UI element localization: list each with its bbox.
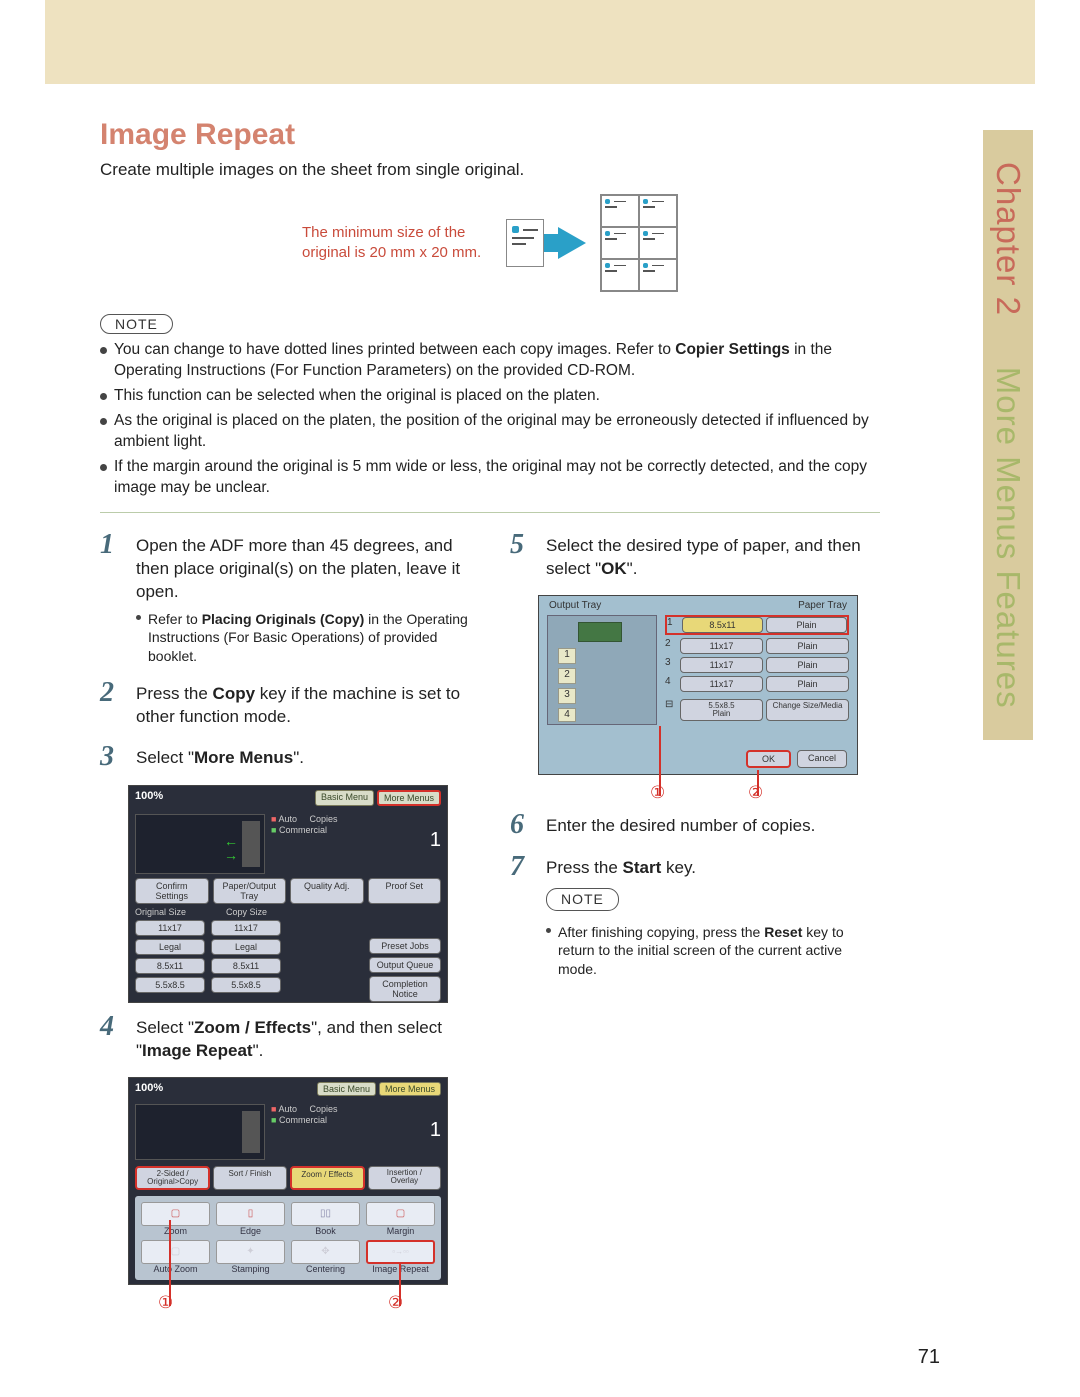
- repeated-grid-icon: [600, 194, 678, 292]
- repeat-diagram: The minimum size of the original is 20 m…: [100, 194, 880, 292]
- screenshot-step5: Output TrayPaper Tray 1 2 3 4 1 8.5x11: [538, 595, 858, 775]
- image-repeat-btn[interactable]: ▫→▫▫: [366, 1240, 435, 1264]
- note-badge-2: NOTE: [546, 888, 619, 911]
- step-4: 4 Select "Zoom / Effects", and then sele…: [100, 1013, 470, 1063]
- separator: [100, 512, 880, 513]
- arrow-icon: [558, 227, 586, 259]
- step-7: 7 Press the Start key. NOTE After finish…: [510, 853, 880, 977]
- screenshot-step3: 100% Basic Menu More Menus ← → ■ Auto Co…: [128, 785, 448, 1003]
- left-column: 1 Open the ADF more than 45 degrees, and…: [100, 531, 470, 1316]
- chapter-side-tab: Chapter 2 More Menus Features: [983, 130, 1033, 740]
- intro-text: Create multiple images on the sheet from…: [100, 160, 880, 180]
- tab-zoom-effects[interactable]: Zoom / Effects: [290, 1166, 365, 1190]
- tab-2sided[interactable]: 2-Sided / Original>Copy: [135, 1166, 210, 1190]
- single-original-icon: [506, 219, 544, 267]
- step-1: 1 Open the ADF more than 45 degrees, and…: [100, 531, 470, 664]
- more-menus-btn[interactable]: More Menus: [377, 790, 441, 806]
- cancel-button[interactable]: Cancel: [797, 750, 847, 768]
- callout-1b: ①: [650, 783, 665, 803]
- step-5: 5 Select the desired type of paper, and …: [510, 531, 880, 581]
- top-banner: [45, 0, 1035, 84]
- step-2: 2 Press the Copy key if the machine is s…: [100, 679, 470, 729]
- notes-list: You can change to have dotted lines prin…: [100, 340, 880, 498]
- section-label: More Menus Features: [990, 366, 1027, 708]
- note-badge: NOTE: [100, 314, 173, 334]
- tray-1-row[interactable]: 1 8.5x11 Plain: [665, 615, 849, 635]
- callout-2: ②: [388, 1293, 403, 1313]
- page-number: 71: [918, 1346, 940, 1369]
- right-column: 5 Select the desired type of paper, and …: [510, 531, 880, 1316]
- page-title: Image Repeat: [100, 118, 880, 152]
- screenshot-step4: 100% Basic Menu More Menus ■ Auto Copies…: [128, 1077, 448, 1285]
- step-6: 6 Enter the desired number of copies.: [510, 811, 880, 839]
- min-size-note: The minimum size of the original is 20 m…: [302, 223, 492, 264]
- callout-1: ①: [158, 1293, 173, 1313]
- step-3: 3 Select "More Menus".: [100, 743, 470, 771]
- callout-2b: ②: [748, 783, 763, 803]
- basic-menu-btn[interactable]: Basic Menu: [315, 790, 374, 806]
- ok-button[interactable]: OK: [746, 750, 791, 768]
- chapter-label: Chapter 2: [990, 162, 1027, 316]
